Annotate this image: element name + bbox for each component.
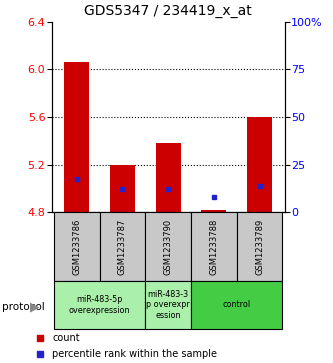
- Text: miR-483-5p
overexpression: miR-483-5p overexpression: [69, 295, 130, 315]
- Bar: [247, 117, 272, 212]
- Text: miR-483-3
p overexpr
ession: miR-483-3 p overexpr ession: [146, 290, 190, 320]
- Text: ▶: ▶: [30, 300, 40, 313]
- Bar: [145, 212, 191, 281]
- Bar: [201, 210, 226, 212]
- Bar: [64, 62, 89, 212]
- Bar: [237, 212, 282, 281]
- Text: control: control: [223, 301, 251, 309]
- Text: GSM1233789: GSM1233789: [255, 219, 264, 275]
- Text: protocol: protocol: [2, 302, 44, 312]
- Bar: [100, 212, 145, 281]
- Text: GSM1233787: GSM1233787: [118, 219, 127, 275]
- Bar: [191, 281, 282, 329]
- Text: GSM1233786: GSM1233786: [72, 219, 81, 275]
- Bar: [54, 281, 145, 329]
- Text: count: count: [52, 333, 80, 343]
- Bar: [145, 281, 191, 329]
- Bar: [156, 143, 181, 212]
- Text: GSM1233788: GSM1233788: [209, 219, 218, 275]
- Bar: [191, 212, 237, 281]
- Title: GDS5347 / 234419_x_at: GDS5347 / 234419_x_at: [84, 4, 252, 18]
- Bar: [110, 165, 135, 212]
- Bar: [54, 212, 100, 281]
- Text: GSM1233790: GSM1233790: [164, 219, 173, 275]
- Text: percentile rank within the sample: percentile rank within the sample: [52, 349, 217, 359]
